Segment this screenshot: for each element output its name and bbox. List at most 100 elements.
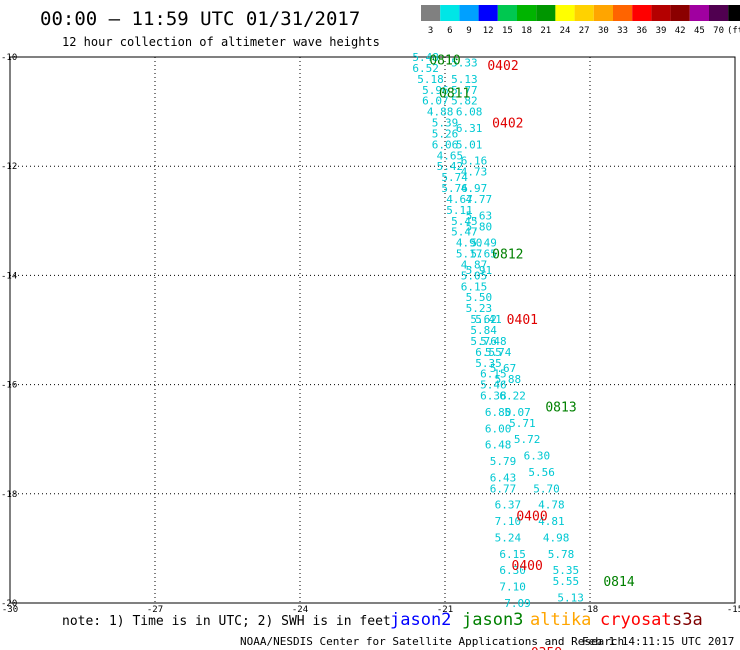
legend-note: note: 1) Time is in UTC; 2) SWH is in fe… xyxy=(62,614,391,629)
x-tick-label: -18 xyxy=(582,605,598,615)
colorbar-label: 30 xyxy=(598,26,609,36)
wave-height-value: 6.16 xyxy=(461,155,488,168)
y-tick-label: -20 xyxy=(1,599,17,609)
wave-height-value: 7.10 xyxy=(495,515,522,528)
legend-cryosat: cryosat xyxy=(600,610,672,630)
y-tick-label: -16 xyxy=(1,381,17,391)
wave-height-value: 6.48 xyxy=(485,439,512,452)
wave-height-value: 6.31 xyxy=(456,122,483,135)
wave-height-value: 5.17 xyxy=(456,248,483,261)
wave-height-value: 5.07 xyxy=(504,406,531,419)
wave-height-value: 6.15 xyxy=(461,280,488,293)
wave-height-value: 4.67 xyxy=(446,193,473,206)
satellite-legend: jason2 jason3 altika cryosat s3a xyxy=(390,610,703,630)
wave-height-value: 6.52 xyxy=(412,62,439,75)
wave-height-value: 4.65 xyxy=(437,149,464,162)
wave-height-value: 5.74 xyxy=(485,346,512,359)
wave-height-value: 4.87 xyxy=(461,258,488,271)
colorbar-label: 27 xyxy=(579,26,590,36)
plot-area xyxy=(9,56,736,604)
wave-height-value: 5.72 xyxy=(514,433,541,446)
colorbar-swatch xyxy=(440,5,460,21)
colorbar-swatch xyxy=(478,5,498,21)
wave-height-value: 6.55 xyxy=(475,346,502,359)
wave-height-value: 5.65 xyxy=(470,248,497,261)
colorbar-swatch xyxy=(517,5,537,21)
colorbar-label: 42 xyxy=(675,26,686,36)
wave-height-value: 5.76 xyxy=(470,335,497,348)
pass-time-label: 0813 xyxy=(545,400,576,415)
pass-time-label: 0814 xyxy=(603,575,634,590)
wave-height-value: 5.42 xyxy=(437,160,464,173)
colorbar-swatch xyxy=(421,5,441,21)
wave-height-value: 6.15 xyxy=(480,368,507,381)
legend-jason3: jason3 xyxy=(462,610,523,630)
wave-height-value: 4.73 xyxy=(461,166,488,179)
wave-height-value: 4.98 xyxy=(543,531,570,544)
colorbar-swatch xyxy=(689,5,709,21)
wave-height-value: 5.35 xyxy=(475,357,502,370)
wave-height-value: 5.48 xyxy=(412,51,439,64)
wave-height-value: 7.10 xyxy=(499,581,526,594)
y-tick-label: -10 xyxy=(1,53,17,63)
colorbar-label: 18 xyxy=(521,26,532,36)
wave-height-value: 5.47 xyxy=(451,226,478,239)
time-labels: 0810 0811 0812 0813 0814 0402 0402 0401 0400 0400… xyxy=(429,54,634,650)
footer-credit: NOAA/NESDIS Center for Satellite Applica… xyxy=(240,635,624,648)
pass-time-label: 0402 xyxy=(492,117,523,132)
wave-height-value: 4.81 xyxy=(538,515,565,528)
wave-height-value: 5.62 xyxy=(470,313,497,326)
colorbar-swatch xyxy=(670,5,690,21)
pass-time-label: 0400 xyxy=(516,510,547,525)
colorbar-swatch xyxy=(613,5,633,21)
pass-time-label: 0402 xyxy=(487,59,518,74)
colorbar-swatch xyxy=(536,5,556,21)
colorbar-swatch xyxy=(574,5,594,21)
wave-height-value: 5.74 xyxy=(441,171,468,184)
wave-height-value: 5.80 xyxy=(466,220,493,233)
colorbar-swatch xyxy=(728,5,740,21)
colorbar-label: 12 xyxy=(483,26,494,36)
wave-height-value: 5.76 xyxy=(441,182,468,195)
colorbar-swatch xyxy=(459,5,479,21)
wave-height-value: 6.00 xyxy=(485,422,512,435)
colorbar-label: 3 xyxy=(428,26,433,36)
colorbar-swatch xyxy=(497,5,517,21)
wave-height-value: 6.43 xyxy=(490,471,517,484)
axis-ticks: -30 -27 -24 -21 -18 -15 -10 -12 -14 -16 -18 -20 xyxy=(1,53,740,615)
wave-height-value: 6.38 xyxy=(480,390,507,403)
pass-time-label: 0811 xyxy=(439,86,470,101)
colorbar-swatch xyxy=(555,5,575,21)
colorbar-label: 9 xyxy=(466,26,471,36)
wave-height-value: 5.48 xyxy=(480,335,507,348)
wave-height-value: 5.41 xyxy=(475,313,502,326)
legend-s3a: s3a xyxy=(672,610,703,630)
wave-height-value: 5.05 xyxy=(461,269,488,282)
pass-time-label: 0400 xyxy=(512,559,543,574)
wave-height-value: 5.67 xyxy=(490,362,517,375)
wave-height-value: 5.71 xyxy=(509,417,536,430)
wave-height-value: 5.96 xyxy=(422,84,449,97)
colorbar-swatch xyxy=(651,5,671,21)
colorbar-label: 24 xyxy=(560,26,571,36)
colorbar-label: 70 xyxy=(713,26,724,36)
colorbar-label: 36 xyxy=(636,26,647,36)
wave-height-value: 5.46 xyxy=(480,379,507,392)
wave-height-value: 5.39 xyxy=(432,117,459,130)
chart-title: 00:00 – 11:59 UTC 01/31/2017 xyxy=(40,8,360,30)
x-tick-label: -24 xyxy=(292,605,308,615)
pass-time-label: 0810 xyxy=(429,54,460,69)
wave-height-value: 5.33 xyxy=(451,56,478,69)
wave-height-value: 5.01 xyxy=(456,138,483,151)
colorbar-swatch xyxy=(632,5,652,21)
wave-height-value: 5.49 xyxy=(470,237,497,250)
wave-height-value: 6.30 xyxy=(524,450,551,463)
wave-height-value: 5.77 xyxy=(451,84,478,97)
legend-altika: altika xyxy=(530,610,591,630)
x-tick-label: -30 xyxy=(2,605,18,615)
wave-height-value: 6.22 xyxy=(499,390,526,403)
grid-lines xyxy=(10,57,735,603)
legend-jason2: jason2 xyxy=(390,610,451,630)
